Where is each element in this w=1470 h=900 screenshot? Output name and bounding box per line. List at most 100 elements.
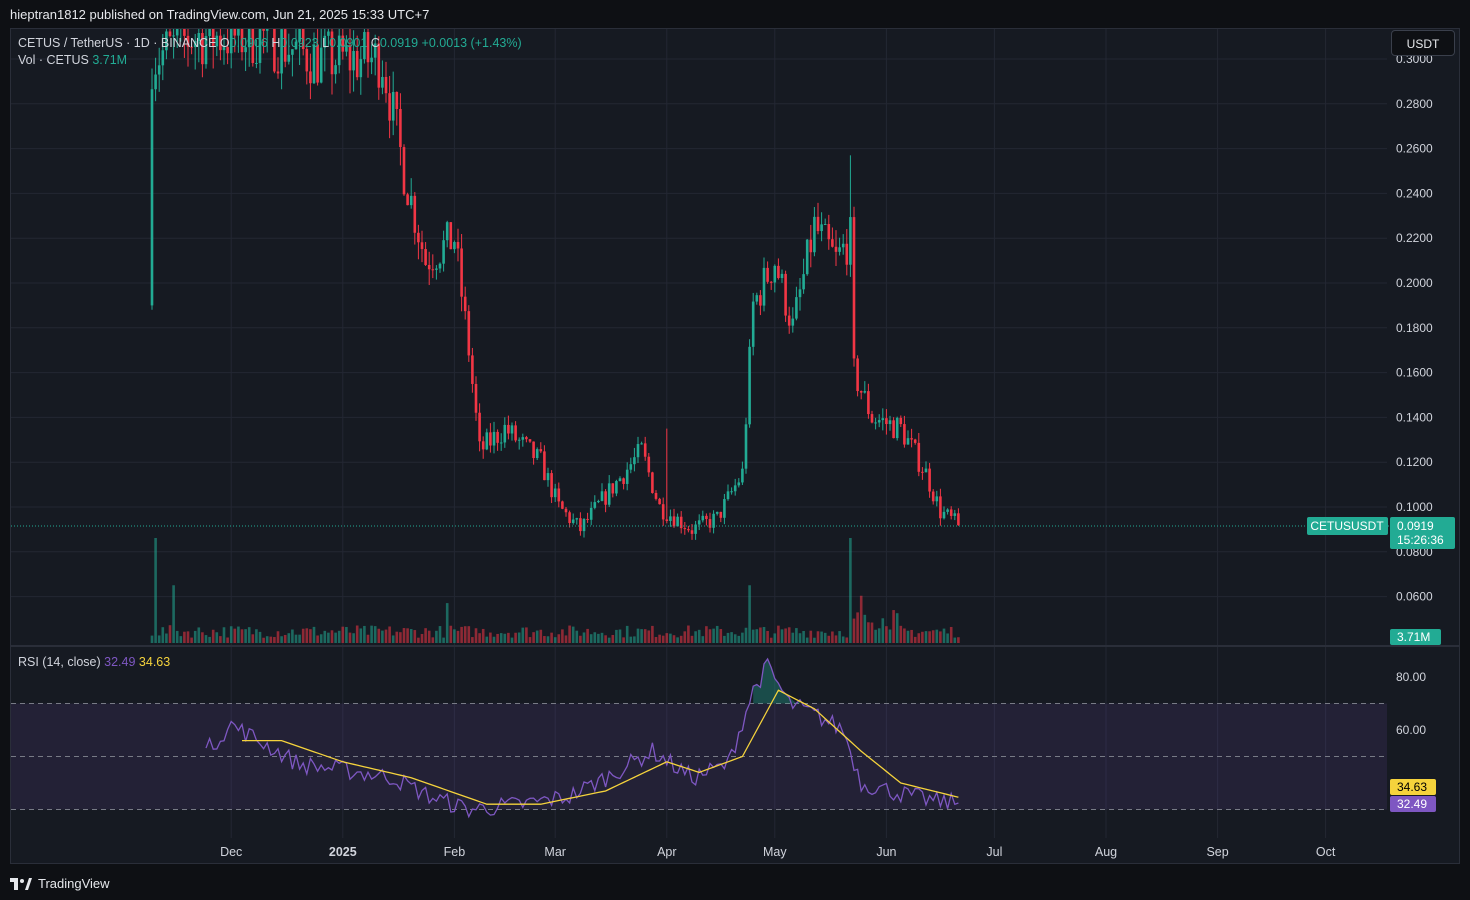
volume-bar (600, 632, 604, 643)
candle-body (507, 424, 510, 434)
volume-bar (726, 632, 730, 643)
candle-body (474, 383, 478, 413)
volume-bar (298, 634, 301, 643)
volume-bar (816, 631, 820, 643)
volume-bar (787, 627, 791, 643)
volume-bar (669, 633, 672, 643)
volume-bar (157, 635, 161, 643)
volume-bar (780, 629, 784, 643)
candle-body (305, 49, 309, 72)
volume-bar (499, 633, 503, 643)
rsi-legend[interactable]: RSI (14, close) 32.49 34.63 (18, 655, 170, 669)
candle-body (197, 33, 201, 42)
volume-bar (420, 634, 424, 643)
time-axis-label: 2025 (329, 845, 357, 859)
time-axis-label: Aug (1095, 845, 1117, 859)
candle-body (694, 524, 697, 534)
candle-body (496, 431, 499, 443)
volume-bar (348, 632, 352, 643)
candle-body (845, 243, 849, 265)
currency-button[interactable]: USDT (1391, 30, 1455, 56)
footer-brand-label: TradingView (38, 876, 110, 891)
candle-body (773, 265, 777, 283)
volume-bar (222, 627, 226, 643)
symbol-legend[interactable]: CETUS / TetherUS · 1D · BINANCE O0.0906 … (18, 36, 522, 50)
candle-body (183, 29, 186, 36)
rsi-axis-label: 60.00 (1396, 723, 1426, 737)
volume-bar (651, 625, 654, 643)
volume-legend[interactable]: Vol · CETUS 3.71M (18, 53, 127, 67)
volume-bar (359, 628, 363, 643)
time-axis-label: Apr (657, 845, 676, 859)
price-axis-label: 0.2600 (1396, 142, 1433, 156)
volume-bar (629, 636, 633, 643)
volume-bar (150, 635, 154, 643)
volume-bar (892, 610, 895, 643)
candle-body (795, 297, 798, 319)
volume-bar (287, 633, 291, 643)
volume-bar (928, 631, 931, 643)
candle-body (201, 33, 204, 65)
volume-bar (226, 637, 229, 643)
volume-bar (211, 629, 215, 643)
candle-body (870, 414, 874, 423)
volume-bar (557, 634, 561, 643)
volume-bar (658, 634, 661, 643)
candle-body (327, 31, 330, 36)
candle-body (867, 391, 870, 415)
volume-bar (622, 637, 625, 643)
footer-brand[interactable]: TradingView (10, 874, 110, 894)
volume-bar (643, 629, 647, 643)
price-tag-countdown: 15:26:36 (1397, 533, 1444, 547)
volume-bar (154, 538, 157, 643)
volume-bar (845, 637, 849, 643)
high-value: 0.0923 (280, 36, 319, 50)
time-axis-label: Sep (1206, 845, 1228, 859)
volume-bar (237, 626, 240, 643)
volume-bar (546, 636, 550, 643)
chart-frame[interactable] (10, 28, 1460, 864)
candle-body (780, 273, 784, 279)
volume-bar (867, 622, 870, 643)
candle-body (370, 57, 373, 63)
candle-body (629, 464, 633, 470)
volume-bar (406, 628, 409, 643)
volume-bar (885, 626, 888, 643)
volume-bar (370, 625, 373, 643)
candle-body (784, 273, 787, 316)
volume-bar (334, 632, 337, 643)
volume-bar (521, 627, 525, 643)
candle-body (427, 264, 431, 270)
volume-bar (510, 637, 514, 643)
volume-bar (294, 634, 298, 643)
candle-body (204, 36, 208, 65)
candle-body (280, 29, 283, 74)
candle-body (809, 239, 813, 253)
candle-body (222, 47, 226, 51)
low-value: 0.0901 (329, 36, 368, 50)
tradingview-logo-icon (10, 878, 32, 890)
candle-body (276, 71, 280, 74)
candle-body (859, 391, 863, 393)
volume-bar (802, 630, 805, 643)
candle-body (208, 29, 211, 37)
candle-body (888, 420, 892, 425)
volume-bar (309, 629, 312, 643)
volume-bar (575, 630, 579, 643)
volume-bar (949, 626, 953, 643)
candle-body (323, 35, 327, 48)
candle-body (366, 32, 370, 63)
volume-bar (607, 637, 611, 643)
volume-bars (150, 538, 960, 643)
volume-bar (197, 627, 201, 643)
candle-body (186, 35, 190, 47)
candle-body (931, 491, 935, 502)
rsi-tag-bg (1390, 796, 1436, 812)
candle-body (550, 473, 553, 498)
candle-body (647, 456, 651, 473)
volume-bar (373, 626, 377, 643)
open-value: 0.0906 (229, 36, 268, 50)
volume-bar (744, 627, 748, 643)
volume-bar (165, 633, 168, 643)
